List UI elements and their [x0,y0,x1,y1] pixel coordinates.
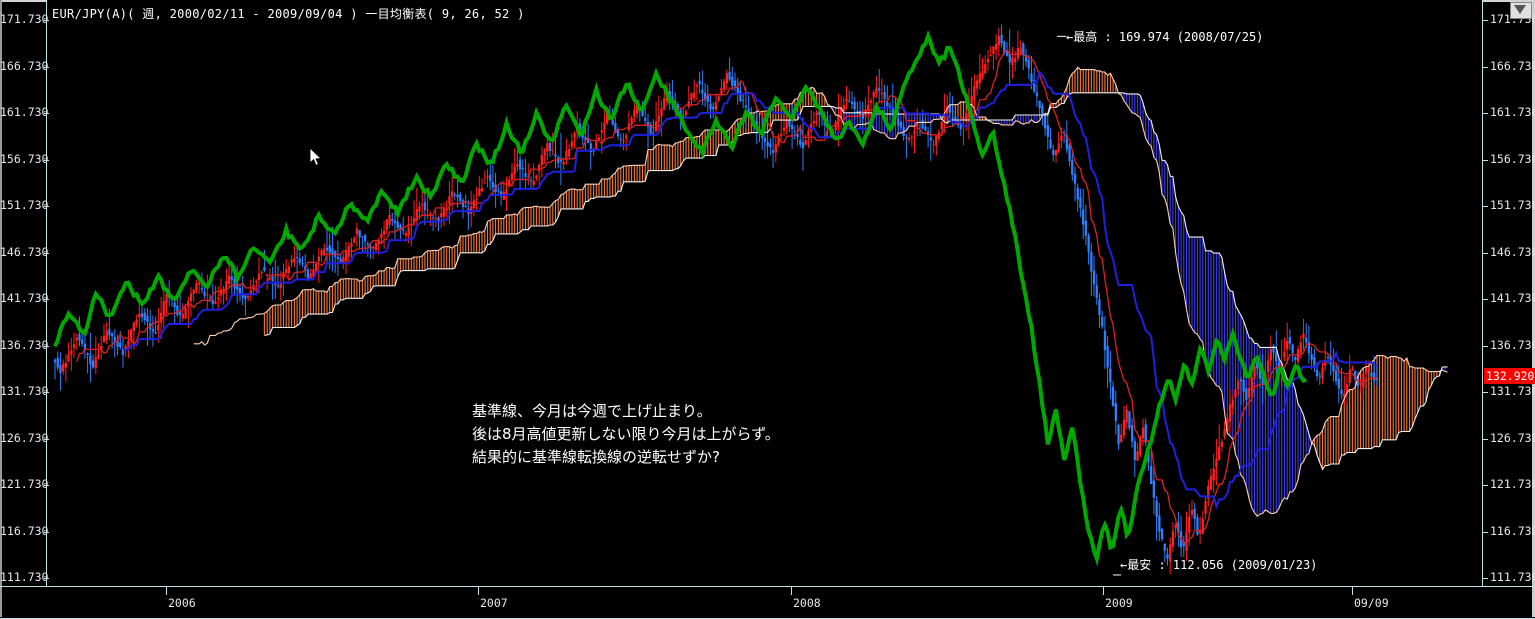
y-axis-tick [44,299,49,300]
resize-grip-icon[interactable] [1510,2,1532,19]
y-axis-tick [1483,485,1488,486]
x-axis-tick-label: 2006 [168,596,196,610]
y-axis-tick [1483,20,1488,21]
y-axis-tick [44,252,49,254]
y-axis-tick [1483,206,1488,207]
y-axis-tick-label: 111.730 [0,570,49,584]
y-axis-right [1482,0,1483,586]
y-axis-tick [44,159,49,161]
y-axis-tick [44,113,49,114]
x-axis-tick [1103,586,1104,595]
y-axis-tick-label: 126.730 [1490,430,1535,445]
y-axis-tick [44,20,49,21]
x-axis-tick [791,586,792,595]
mouse-cursor-icon [309,146,324,172]
y-axis-tick [44,485,49,486]
y-axis-tick [1483,392,1488,393]
y-axis-tick-label: 146.730 [1490,244,1535,259]
x-axis-tick-label: 2007 [480,596,508,610]
window-frame-right [1532,0,1535,619]
y-axis-tick-label: 156.730 [0,151,49,166]
x-axis-tick [478,586,479,595]
x-axis-tick [166,586,167,595]
y-axis-tick [1483,299,1488,300]
x-axis-tick-label: 2008 [793,596,821,610]
y-axis-tick-label: 121.730 [1490,477,1535,491]
window-frame-left [0,0,2,619]
y-axis-tick-label: 171.730 [0,12,49,26]
high-price-marker: ←最高 : 169.974 (2008/07/25) [1066,30,1264,44]
y-axis-tick-label: 131.730 [1490,384,1535,398]
y-axis-tick-label: 146.730 [0,244,49,259]
y-axis-tick-label: 136.730 [0,337,49,352]
y-axis-tick [44,531,49,533]
x-axis-line [0,586,1535,587]
y-axis-tick-label: 156.730 [1490,151,1535,166]
low-price-marker: ←最安 : 112.056 (2009/01/23) [1120,558,1318,572]
y-axis-tick [44,206,49,207]
y-axis-tick [1483,113,1488,114]
y-axis-tick-label: 141.730 [1490,291,1535,305]
annotation-line-1: 基準線、今月は今週で上げ止まり。 [472,402,712,420]
y-axis-tick-label: 161.730 [0,105,49,119]
current-price-tag: 132.920 [1484,368,1535,384]
y-axis-tick-label: 126.730 [0,430,49,445]
y-axis-tick-label: 161.730 [1490,105,1535,119]
chart-plot-area[interactable] [47,0,1482,586]
y-axis-tick-label: 116.730 [0,523,49,538]
annotation-line-2: 後は8月高値更新しない限り今月は上がらず。 [472,425,780,443]
y-axis-tick [1483,252,1488,254]
chart-canvas [53,24,1448,576]
y-axis-tick-label: 166.730 [1490,58,1535,73]
y-axis-tick-label: 166.730 [0,58,49,73]
y-axis-left [46,0,47,586]
y-axis-tick-label: 121.730 [0,477,49,491]
y-axis-tick-label: 136.730 [1490,337,1535,352]
y-axis-tick [44,438,49,440]
y-axis-tick [44,392,49,393]
y-axis-tick [1483,345,1488,347]
y-axis-tick [1483,438,1488,440]
y-axis-tick [44,345,49,347]
y-axis-tick-label: 116.730 [1490,523,1535,538]
annotation-line-3: 結果的に基準線転換線の逆転せずか? [472,448,720,466]
y-axis-tick-label: 131.730 [0,384,49,398]
y-axis-tick [1483,159,1488,161]
y-axis-tick-label: 111.730 [1490,570,1535,584]
y-axis-tick [1483,66,1488,68]
y-axis-tick-label: 141.730 [0,291,49,305]
y-axis-tick [44,66,49,68]
x-axis-tick [1352,586,1353,595]
chart-annotation: 基準線、今月は今週で上げ止まり。 後は8月高値更新しない限り今月は上がらず。 結… [472,400,780,469]
y-axis-tick [1483,531,1488,533]
x-axis-tick-label: 09/09 [1354,596,1389,610]
y-axis-tick-label: 151.730 [1490,198,1535,212]
x-axis-tick-label: 2009 [1105,596,1133,610]
y-axis-tick [1483,578,1488,579]
y-axis-tick-label: 151.730 [0,198,49,212]
chart-title: EUR/JPY(A)( 週, 2000/02/11 - 2009/09/04 )… [52,7,525,21]
y-axis-tick [44,578,49,579]
y-axis-tick-label: 171.730 [1490,12,1535,26]
